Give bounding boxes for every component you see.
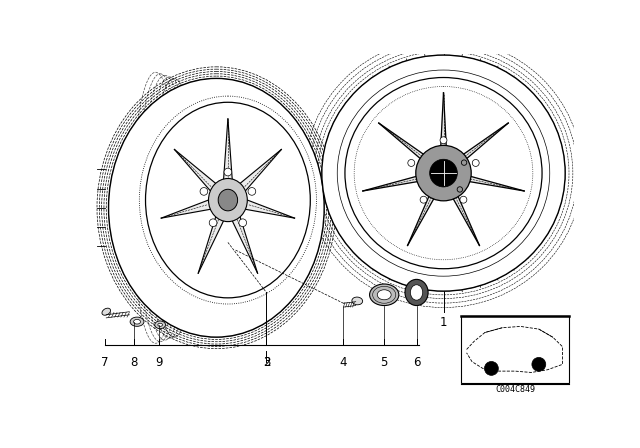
Circle shape xyxy=(440,137,447,144)
Text: 2: 2 xyxy=(262,356,270,369)
Polygon shape xyxy=(453,123,508,167)
Ellipse shape xyxy=(345,78,542,269)
Text: 8: 8 xyxy=(131,356,138,369)
Circle shape xyxy=(532,358,546,371)
Ellipse shape xyxy=(405,280,428,306)
Ellipse shape xyxy=(145,102,310,298)
Ellipse shape xyxy=(134,319,141,324)
Circle shape xyxy=(420,196,427,203)
Circle shape xyxy=(429,159,458,187)
Polygon shape xyxy=(440,93,447,159)
Text: C004C849: C004C849 xyxy=(495,385,535,394)
Polygon shape xyxy=(408,185,440,246)
Ellipse shape xyxy=(218,189,237,211)
Text: 3: 3 xyxy=(262,356,270,369)
Text: 7: 7 xyxy=(101,356,108,369)
Ellipse shape xyxy=(322,55,565,291)
Text: 1: 1 xyxy=(440,315,447,328)
Text: 5: 5 xyxy=(381,356,388,369)
Bar xyxy=(461,315,569,383)
Text: 6: 6 xyxy=(413,356,420,369)
Circle shape xyxy=(200,188,208,195)
Ellipse shape xyxy=(102,308,111,315)
Ellipse shape xyxy=(130,317,144,326)
Ellipse shape xyxy=(155,321,166,329)
Polygon shape xyxy=(379,123,434,167)
Circle shape xyxy=(209,219,217,227)
Polygon shape xyxy=(458,173,524,191)
Ellipse shape xyxy=(369,284,399,306)
Ellipse shape xyxy=(109,78,324,337)
Circle shape xyxy=(408,159,415,166)
Polygon shape xyxy=(232,217,257,273)
Ellipse shape xyxy=(378,290,391,300)
Polygon shape xyxy=(161,200,210,218)
Polygon shape xyxy=(240,150,282,190)
Polygon shape xyxy=(175,150,216,190)
Text: 4: 4 xyxy=(340,356,347,369)
Circle shape xyxy=(484,362,499,375)
Circle shape xyxy=(224,168,232,176)
Circle shape xyxy=(248,188,256,195)
Ellipse shape xyxy=(158,323,163,326)
Circle shape xyxy=(472,159,479,166)
Circle shape xyxy=(416,146,471,201)
Text: 9: 9 xyxy=(155,356,163,369)
Ellipse shape xyxy=(209,178,247,222)
Polygon shape xyxy=(447,185,479,246)
Polygon shape xyxy=(246,200,294,218)
Circle shape xyxy=(460,196,467,203)
Ellipse shape xyxy=(352,297,363,305)
Polygon shape xyxy=(198,217,223,273)
Circle shape xyxy=(239,219,246,227)
Polygon shape xyxy=(223,119,232,179)
Polygon shape xyxy=(363,173,429,191)
Ellipse shape xyxy=(410,285,422,300)
